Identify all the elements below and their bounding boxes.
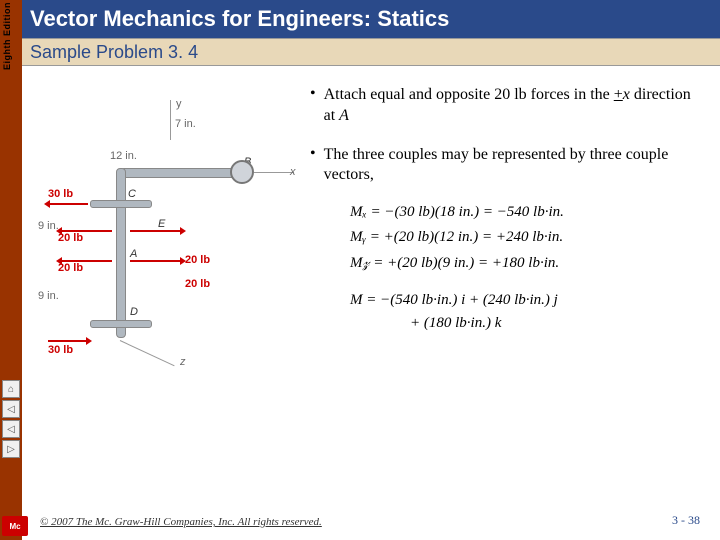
bullet-2: • The three couples may be represented b… [310,145,700,187]
y-axis [170,100,171,140]
point-E: E [158,218,165,230]
x-axis [254,172,294,173]
force-20-e-right [130,230,180,232]
force-30-c [50,203,88,205]
bullet-1-underline: + [614,86,623,103]
bullet-marker-2: • [310,145,316,187]
bullet-1-pre: Attach equal and opposite 20 lb forces i… [324,86,614,103]
copyright-footer: © 2007 The Mc. Graw-Hill Companies, Inc.… [40,516,322,528]
moment-line-2: + (180 lb·in.) k [410,315,700,332]
point-C: C [128,188,136,200]
bullet-2-text: The three couples may be represented by … [324,145,700,187]
force-20-e-left-label: 20 lb [58,232,83,244]
pipe-horizontal [120,168,240,178]
home-button[interactable]: ⌂ [2,380,20,398]
content-area: • Attach equal and opposite 20 lb forces… [310,85,700,338]
back-button[interactable]: ◁ [2,400,20,418]
publisher-logo: Mc [2,516,28,536]
pipe-cross-c [90,200,152,208]
flange-icon [230,160,254,184]
axis-y-label: y [176,98,182,110]
force-20-a-left-label: 20 lb [58,262,83,274]
page-title: Vector Mechanics for Engineers: Statics [30,6,449,32]
bullet-1-text: Attach equal and opposite 20 lb forces i… [324,85,700,127]
edition-label: Eighth Edition [2,2,12,70]
title-banner: Vector Mechanics for Engineers: Statics [22,0,720,38]
axis-x-label: x [290,166,296,178]
subtitle: Sample Problem 3. 4 [30,42,198,63]
force-30-d [48,340,86,342]
dim-9in-lower: 9 in. [38,290,59,302]
force-30-d-label: 30 lb [48,344,73,356]
bullet-1: • Attach equal and opposite 20 lb forces… [310,85,700,127]
equation-set: Mₓ = −(30 lb)(18 in.) = −540 lb·in. Mᵧ =… [350,204,700,272]
eq-mz: M𝓏 = +(20 lb)(9 in.) = +180 lb·in. [350,254,700,272]
eq-my: Mᵧ = +(20 lb)(12 in.) = +240 lb·in. [350,229,700,246]
eq-mx: Mₓ = −(30 lb)(18 in.) = −540 lb·in. [350,204,700,221]
force-20-a-right [130,260,180,262]
bullet-marker: • [310,85,316,127]
axis-z-label: z [180,356,186,368]
next-button[interactable]: ▷ [2,440,20,458]
moment-line-1: M = −(540 lb·in.) i + (240 lb·in.) j [350,292,700,309]
dim-9in-upper: 9 in. [38,220,59,232]
force-30-c-label: 30 lb [48,188,73,200]
bullet-1-a: A [339,107,349,124]
page-number: 3 - 38 [672,513,700,528]
bullet-1-x: x [623,86,630,103]
point-D: D [130,306,138,318]
dim-12in: 12 in. [110,150,137,162]
prev-button[interactable]: ◁ [2,420,20,438]
pipe-vertical [116,168,126,338]
point-A: A [130,248,137,260]
edition-sidebar: Eighth Edition [0,0,22,540]
pipe-cross-d [90,320,152,328]
force-20-a-right-label: 20 lb [185,254,210,266]
subtitle-banner: Sample Problem 3. 4 [22,38,720,66]
force-20-lower-label: 20 lb [185,278,210,290]
moment-vector-eq: M = −(540 lb·in.) i + (240 lb·in.) j + (… [350,292,700,332]
dim-7in: 7 in. [175,118,196,130]
mechanics-figure: y 7 in. 12 in. B x C 30 lb E 20 lb A 20 … [30,100,300,380]
z-axis [120,340,175,366]
nav-button-group: ⌂ ◁ ◁ ▷ [2,380,20,458]
